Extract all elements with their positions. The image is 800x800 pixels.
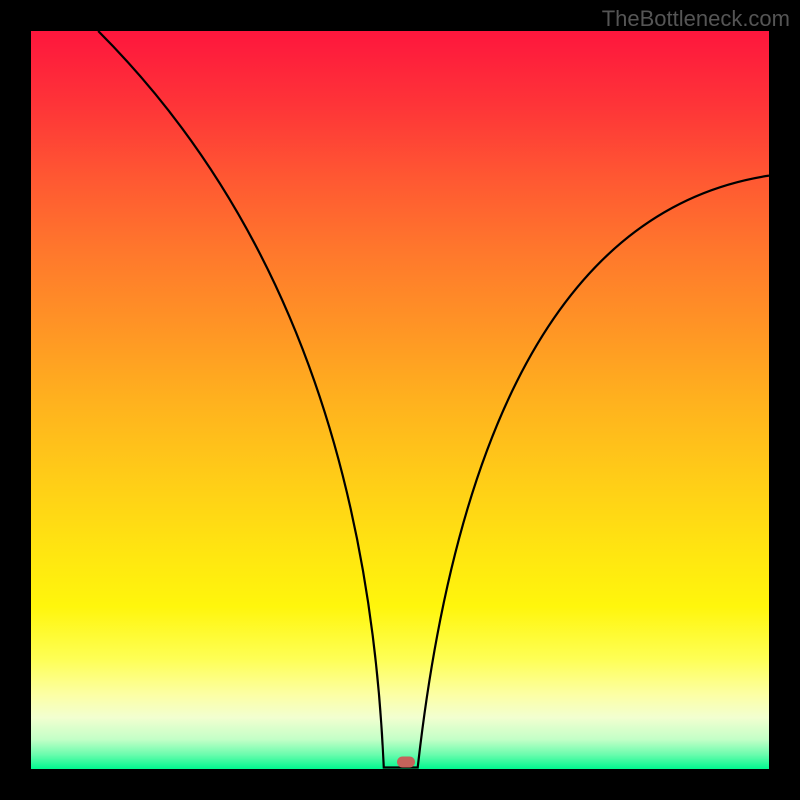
plot-area <box>31 31 769 769</box>
watermark-text: TheBottleneck.com <box>602 6 790 32</box>
optimum-marker <box>397 756 415 767</box>
bottleneck-curve <box>31 31 769 769</box>
chart-container: { "watermark": { "text": "TheBottleneck.… <box>0 0 800 800</box>
